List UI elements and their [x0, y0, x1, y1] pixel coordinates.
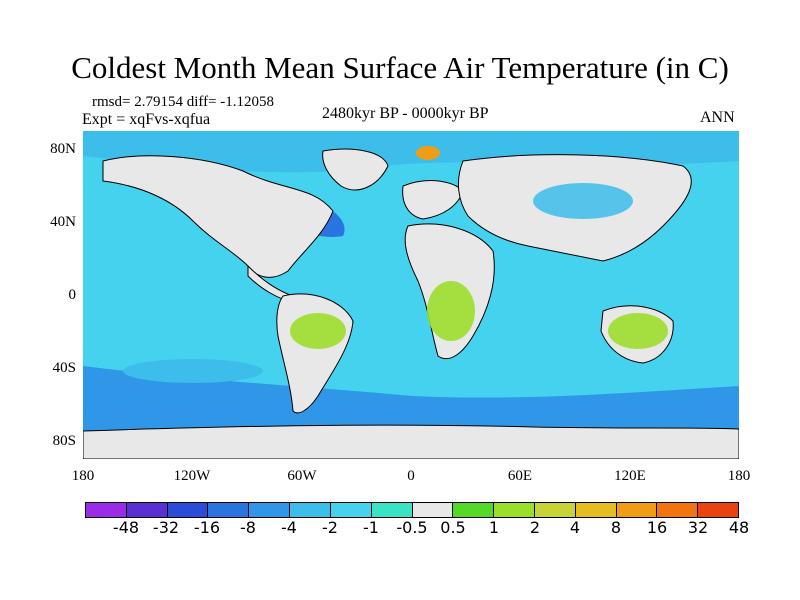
colorbar-label-3: -16: [193, 518, 221, 537]
colorbar-label-1: -48: [112, 518, 140, 537]
colorbar-box-12: [534, 503, 576, 517]
lon-label-180e: 180: [727, 468, 751, 484]
lat-label-80n: 80N: [50, 141, 76, 157]
colorbar-label-6: -2: [322, 518, 338, 537]
colorbar-box-6: [290, 503, 331, 517]
lon-label-60w: 60W: [287, 468, 317, 484]
colorbar-label-2: -32: [152, 518, 180, 537]
colorbar-label-14: 16: [646, 518, 668, 537]
colorbar-box-15: [657, 503, 699, 517]
north-america: [102, 155, 334, 278]
experiment-label: Expt = xqFvs-xqfua: [82, 111, 211, 128]
map-panel: [83, 131, 739, 459]
south-pacific-warm: [123, 359, 263, 383]
lon-label-120w: 120W: [173, 468, 211, 484]
colorbar-label-13: 8: [610, 518, 622, 537]
colorbar-box-8: [371, 503, 413, 517]
colorbar-label-11: 2: [529, 518, 541, 537]
lat-label-40s: 40S: [52, 360, 76, 376]
south-america-warm-patch: [290, 313, 346, 349]
asia-cold-patch: [533, 183, 633, 219]
europe: [402, 180, 464, 220]
colorbar-label-9: 0.5: [440, 518, 466, 537]
southern-ocean-band: [83, 366, 739, 431]
colorbar-box-10: [453, 503, 495, 517]
land-anomalies: [290, 183, 668, 349]
colorbar-label-16: 48: [728, 518, 750, 537]
lat-label-40n: 40N: [50, 214, 76, 230]
colorbar-label-8: -0.5: [396, 518, 428, 537]
colorbar: [85, 502, 739, 518]
colorbar-label-12: 4: [569, 518, 581, 537]
lon-label-120e: 120E: [614, 468, 646, 484]
colorbar-label-5: -4: [281, 518, 297, 537]
lat-label-80s: 80S: [52, 433, 76, 449]
greenland: [322, 148, 389, 191]
period-label: 2480kyr BP - 0000kyr BP: [322, 105, 489, 122]
colorbar-box-3: [167, 503, 209, 517]
colorbar-box-4: [208, 503, 250, 517]
colorbar-label-7: -1: [363, 518, 379, 537]
lon-label-0: 0: [407, 468, 415, 484]
colorbar-box-14: [616, 503, 658, 517]
colorbar-box-1: [86, 503, 127, 517]
colorbar-label-15: 32: [687, 518, 709, 537]
colorbar-box-7: [330, 503, 372, 517]
colorbar-label-4: -8: [240, 518, 256, 537]
colorbar-box-11: [494, 503, 535, 517]
colorbar-box-2: [126, 503, 168, 517]
lon-label-180w: 180: [71, 468, 95, 484]
africa-warm-patch: [427, 281, 475, 341]
australia-warm-patch: [608, 313, 668, 349]
arctic-warm-patch: [416, 146, 440, 160]
colorbar-box-16: [698, 503, 738, 517]
colorbar-box-9: [412, 503, 454, 517]
stats-label: rmsd= 2.79154 diff= -1.12058: [92, 94, 275, 110]
chart-title: Coldest Month Mean Surface Air Temperatu…: [71, 50, 729, 85]
lon-label-60e: 60E: [507, 468, 533, 484]
season-label: ANN: [700, 109, 735, 126]
colorbar-label-10: 1: [488, 518, 500, 537]
colorbar-box-5: [249, 503, 291, 517]
lat-label-equator: 0: [68, 287, 77, 303]
colorbar-box-13: [575, 503, 617, 517]
antarctica: [83, 424, 739, 459]
